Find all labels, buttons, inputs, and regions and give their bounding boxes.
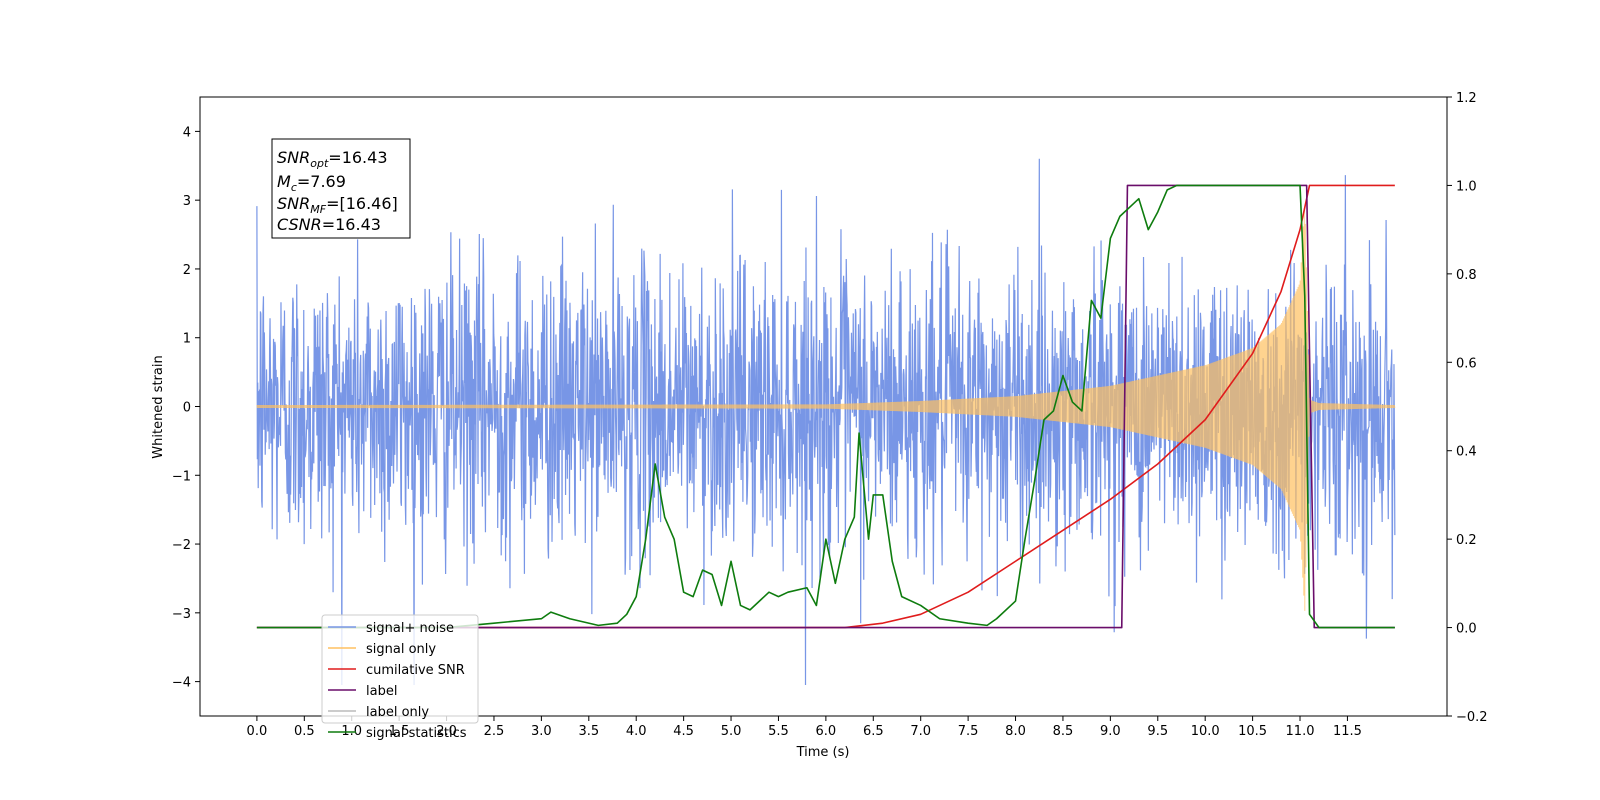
y2-tick-label: 0.8: [1456, 268, 1477, 283]
y2-tick-label: 1.0: [1456, 179, 1477, 194]
y-tick-label: −2: [172, 538, 191, 553]
x-axis: 0.0 0.5 1.0 1.5 2.0 2.5 3.0 3.5 4.0 4.5 5.0 5.5 6.0 6…: [247, 716, 1362, 739]
annotation-line-csnr: CSNR=16.43: [277, 215, 381, 234]
y2-tick-label: 1.2: [1456, 91, 1477, 106]
annotation-line-snr-mf: SNRMF=[16.46]: [277, 194, 398, 216]
legend-label: signal only: [366, 642, 436, 657]
x-tick-label: 6.5: [863, 724, 884, 739]
x-tick-label: 7.5: [958, 724, 979, 739]
y2-tick-label: −0.2: [1456, 710, 1488, 725]
series-cumilative-snr: [256, 184, 1395, 629]
plot-area: [256, 158, 1396, 686]
y-axis-right: 1.2 1.0 0.8 0.6 0.4 0.2 0.0 −0.2: [1447, 91, 1488, 725]
series-signal-statistics: [256, 184, 1395, 629]
x-tick-label: 8.0: [1005, 724, 1026, 739]
x-tick-label: 3.5: [578, 724, 599, 739]
x-tick-label: 4.5: [673, 724, 694, 739]
y-axis-label: Whitened strain: [151, 355, 166, 458]
y-tick-label: −3: [172, 607, 191, 622]
x-tick-label: 9.0: [1100, 724, 1121, 739]
series-signal-only: [256, 208, 1396, 611]
x-tick-label: 8.5: [1053, 724, 1074, 739]
legend-items: signal+ noise signal only cumilative SNR la…: [328, 621, 467, 741]
x-tick-label: 11.5: [1333, 724, 1362, 739]
y2-tick-label: 0.4: [1456, 445, 1477, 460]
annotation-frame: [271, 138, 411, 239]
x-tick-label: 1.5: [389, 724, 410, 739]
y2-tick-label: 0.2: [1456, 533, 1477, 548]
annotation-line-snr-opt: SNRopt=16.43: [277, 148, 388, 170]
y-tick-label: −4: [172, 676, 191, 691]
y-tick-label: 3: [183, 194, 191, 209]
legend-label: signal statistics: [366, 726, 467, 741]
x-tick-label: 5.0: [721, 724, 742, 739]
y-axis-left: 4 3 2 1 0 −1 −2 −3 −4: [172, 125, 200, 691]
x-tick-label: 7.0: [910, 724, 931, 739]
y2-tick-label: 0.6: [1456, 356, 1477, 371]
y-tick-label: 4: [183, 125, 191, 140]
x-tick-label: 2.0: [436, 724, 457, 739]
x-axis-label: Time (s): [796, 745, 850, 760]
x-tick-label: 0.0: [247, 724, 268, 739]
x-tick-label: 11.0: [1286, 724, 1315, 739]
x-tick-label: 4.0: [626, 724, 647, 739]
y-tick-label: 0: [183, 401, 191, 416]
x-tick-label: 0.5: [294, 724, 315, 739]
y2-tick-label: 0.0: [1456, 622, 1477, 637]
legend-label: label: [366, 684, 397, 699]
y-tick-label: 2: [183, 263, 191, 278]
x-tick-label: 6.0: [816, 724, 837, 739]
annotation-line-mc: Mc=7.69: [277, 172, 346, 194]
annotation-box: SNRopt=16.43 Mc=7.69 SNRMF=[16.46] CSNR=…: [271, 138, 411, 239]
x-tick-label: 10.5: [1238, 724, 1267, 739]
y-tick-label: 1: [183, 332, 191, 347]
legend-label: label only: [366, 705, 429, 720]
x-tick-label: 5.5: [768, 724, 789, 739]
legend-label: signal+ noise: [366, 621, 454, 636]
x-tick-label: 2.5: [484, 724, 505, 739]
legend: signal+ noise signal only cumilative SNR la…: [321, 614, 479, 741]
legend-frame: [321, 614, 479, 724]
x-tick-label: 10.0: [1191, 724, 1220, 739]
x-tick-label: 9.5: [1147, 724, 1168, 739]
legend-label: cumilative SNR: [366, 663, 465, 678]
y-tick-label: −1: [172, 469, 191, 484]
x-tick-label: 3.0: [531, 724, 552, 739]
